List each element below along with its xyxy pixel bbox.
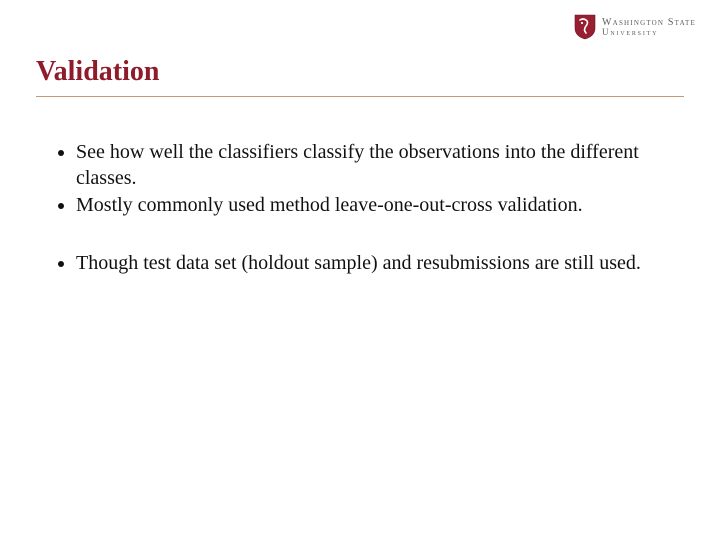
bullet-item: Though test data set (holdout sample) an… [76, 251, 676, 277]
logo-line-2: University [602, 28, 696, 37]
spacer [52, 221, 676, 251]
slide-title: Validation [36, 56, 684, 94]
shield-icon [574, 14, 596, 40]
title-block: Validation [36, 56, 684, 97]
title-underline [36, 96, 684, 97]
university-logo: Washington State University [574, 14, 696, 40]
bullet-item: Mostly commonly used method leave-one-ou… [76, 193, 676, 219]
content-area: See how well the classifiers classify th… [52, 140, 676, 278]
bullet-item: See how well the classifiers classify th… [76, 140, 676, 191]
bullet-group-1: See how well the classifiers classify th… [52, 140, 676, 219]
logo-text: Washington State University [602, 18, 696, 37]
logo-line-1: Washington State [602, 18, 696, 28]
bullet-group-2: Though test data set (holdout sample) an… [52, 251, 676, 277]
